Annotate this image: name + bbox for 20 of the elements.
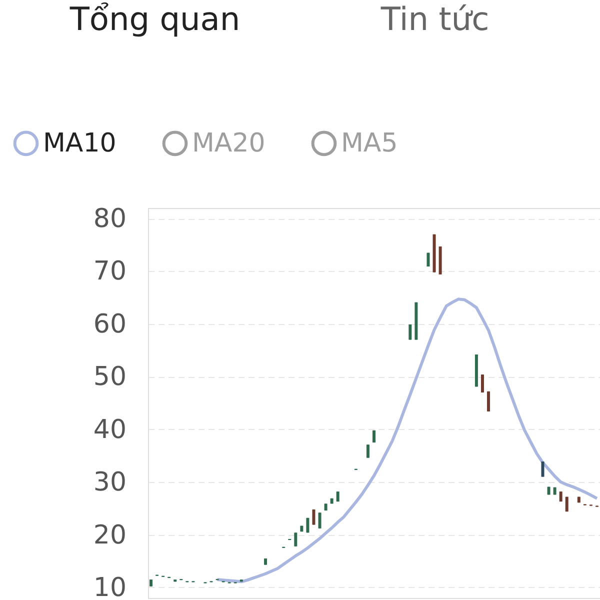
candlestick [318, 512, 322, 529]
y-tick-label: 50 [93, 362, 126, 392]
legend-label: MA20 [192, 128, 266, 158]
candlestick [408, 324, 412, 340]
y-tick-label: 10 [93, 572, 126, 600]
legend-label: MA5 [341, 128, 398, 158]
legend-label: MA10 [43, 128, 116, 158]
y-tick-label: 40 [93, 414, 126, 445]
candlestick [541, 461, 544, 478]
text: Tổng quan [68, 0, 240, 38]
y-tick-label: 30 [93, 468, 126, 498]
y-tick-label: 20 [93, 520, 126, 550]
line-series [216, 298, 598, 584]
y-tick-label: 60 [93, 309, 126, 340]
candlestick [294, 532, 298, 547]
candlestick [366, 444, 370, 458]
y-tick-label: 80 [93, 204, 126, 234]
text: Tin tức [380, 0, 490, 38]
y-tick-label: 70 [93, 256, 126, 287]
candlestick [480, 374, 484, 393]
